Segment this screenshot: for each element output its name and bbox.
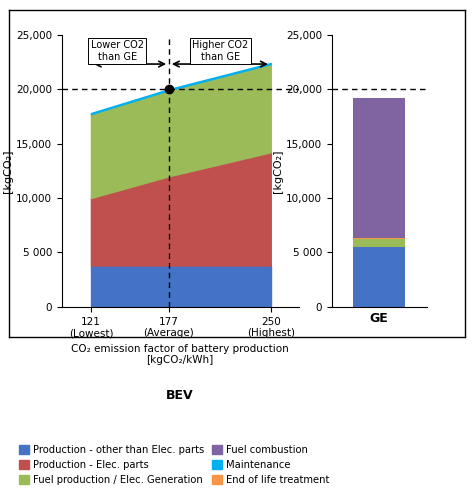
Bar [353,247,405,307]
Legend: Production - other than Elec. parts, Production - Elec. parts, Fuel production /: Production - other than Elec. parts, Pro… [19,445,330,485]
Bar [353,240,405,247]
Text: Higher CO2
than GE: Higher CO2 than GE [192,40,249,62]
Text: Lower CO2
than GE: Lower CO2 than GE [91,40,144,62]
Bar [353,98,405,238]
Text: BEV: BEV [166,389,194,401]
Y-axis label: [kgCO₂]: [kgCO₂] [3,149,13,193]
Bar [353,238,405,240]
Y-axis label: [kgCO₂]: [kgCO₂] [273,149,283,193]
X-axis label: CO₂ emission factor of battery production
[kgCO₂/kWh]: CO₂ emission factor of battery productio… [71,344,289,365]
